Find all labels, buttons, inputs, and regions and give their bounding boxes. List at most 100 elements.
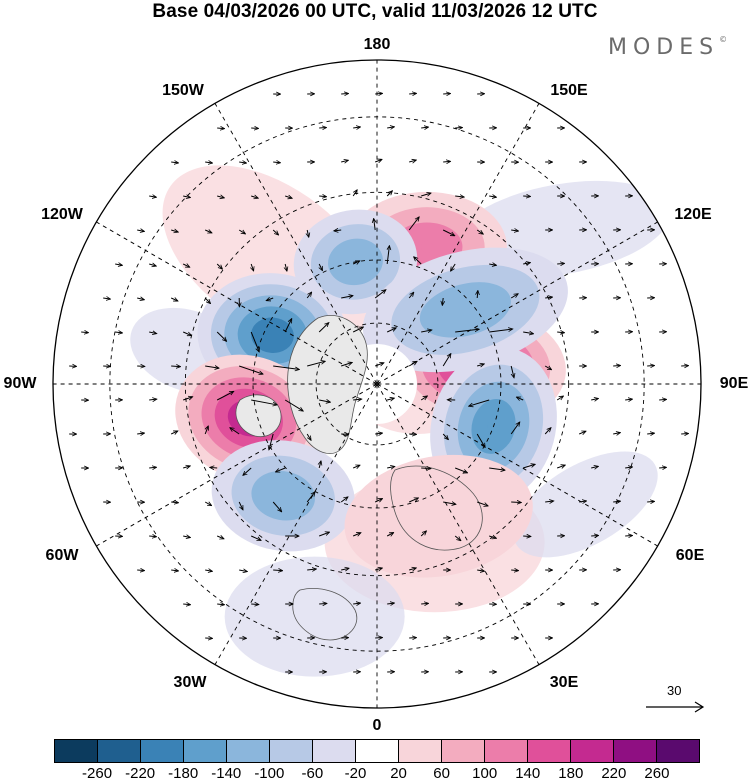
wind-arrow [442, 354, 450, 367]
wind-arrow [386, 533, 393, 536]
wind-arrow [137, 570, 144, 571]
colorbar-tick-label: -180 [168, 765, 199, 782]
map-boundary [52, 59, 702, 709]
wind-arrow [523, 263, 530, 264]
longitude-label-180: 180 [363, 36, 391, 53]
colorbar-segment [528, 740, 571, 762]
longitude-label-120w: 120W [41, 206, 83, 223]
lat-lon-grid [53, 60, 701, 708]
wind-arrow [216, 331, 226, 341]
wind-arrow [319, 263, 322, 270]
wind-arrow [374, 159, 382, 162]
longitude-label-150w: 150W [162, 82, 204, 99]
wind-arrow [340, 497, 347, 503]
wind-arrow [230, 428, 240, 435]
wind-arrow [319, 196, 326, 197]
longitude-label-120e: 120E [674, 206, 712, 223]
wind-arrow [374, 290, 385, 299]
wind-arrow [341, 160, 348, 162]
wind-arrow [319, 603, 326, 604]
wind-arrow [250, 535, 261, 540]
meridian-line [377, 221, 658, 385]
wind-arrow [544, 366, 551, 370]
wind-arrow [511, 230, 518, 231]
colorbar-tick-label: -20 [344, 765, 367, 782]
colorbar-tick-label: -260 [82, 765, 113, 782]
wind-arrow [307, 361, 325, 367]
colorbar-tick-label: 220 [601, 765, 627, 782]
wind-arrow [387, 127, 394, 128]
wind-arrow [251, 399, 277, 405]
wind-arrow [455, 196, 464, 197]
wind-arrow [625, 399, 632, 400]
wind-arrow [625, 467, 632, 468]
wind-arrow [149, 536, 156, 537]
wind-arrow [204, 230, 211, 233]
colorbar-tick-label: -140 [211, 765, 242, 782]
wind-arrow [204, 502, 211, 505]
wind-arrow [319, 461, 321, 469]
wind-arrow [613, 433, 620, 434]
wind-arrow [183, 604, 190, 605]
brand-logo: MODES© [608, 35, 727, 60]
wind-arrow [269, 433, 274, 449]
wind-arrow [273, 365, 299, 369]
anomaly-center [420, 240, 433, 253]
wind-arrow [408, 293, 413, 299]
wind-arrow [352, 261, 359, 264]
wind-arrow [307, 569, 316, 570]
meridian-line [377, 383, 658, 547]
wind-arrow [477, 364, 484, 366]
wind-arrow [544, 428, 551, 435]
wind-arrow [469, 399, 490, 406]
wind-arrow [183, 466, 190, 468]
wind-arrow [659, 467, 666, 468]
wind-arrow [183, 397, 192, 401]
wind-arrow [210, 467, 218, 468]
meridian-line [376, 103, 540, 384]
wind-arrow [352, 327, 363, 333]
wind-arrow [409, 568, 416, 570]
wind-arrow [613, 501, 620, 502]
colorbar-segment [141, 740, 184, 762]
wind-arrow [285, 196, 292, 198]
wind-arrow [318, 532, 329, 537]
colorbar-segment [98, 740, 141, 762]
wind-arrow [319, 400, 330, 402]
wind-arrow [239, 365, 263, 374]
colorbar-segment [184, 740, 227, 762]
wind-arrow [353, 127, 360, 128]
wind-arrow [557, 332, 564, 333]
wind-arrow [545, 297, 552, 298]
wind-arrow [510, 365, 514, 377]
wind-arrow [273, 162, 280, 163]
colorbar-segment [657, 740, 699, 762]
wind-arrow [489, 196, 496, 197]
wind-arrow [216, 392, 233, 401]
colorbar-tick-label: 20 [390, 765, 407, 782]
anomaly-center [432, 510, 445, 523]
wind-arrow [243, 467, 252, 475]
wind-arrow [523, 332, 533, 334]
wind-arrow [545, 501, 553, 502]
wind-arrow [421, 468, 430, 469]
wind-arrow [510, 294, 518, 299]
wind-arrow [375, 363, 383, 367]
wind-arrow [647, 433, 654, 434]
wind-arrow [374, 219, 375, 231]
wind-arrow [217, 604, 224, 605]
wind-arrow [443, 161, 450, 162]
wind-arrow [408, 498, 418, 503]
wind-arrow [681, 433, 688, 434]
wind-arrow [387, 246, 389, 265]
wind-arrow [375, 568, 382, 570]
wind-arrow [421, 127, 428, 128]
longitude-label-30w: 30W [173, 674, 207, 691]
wind-arrow [557, 263, 564, 264]
wind-arrow [171, 366, 180, 367]
wind-arrow [272, 229, 278, 235]
wind-arrow [510, 422, 519, 435]
wind-arrow [659, 399, 666, 400]
longitude-label-60e: 60E [675, 547, 705, 564]
wind-arrow [204, 297, 210, 303]
